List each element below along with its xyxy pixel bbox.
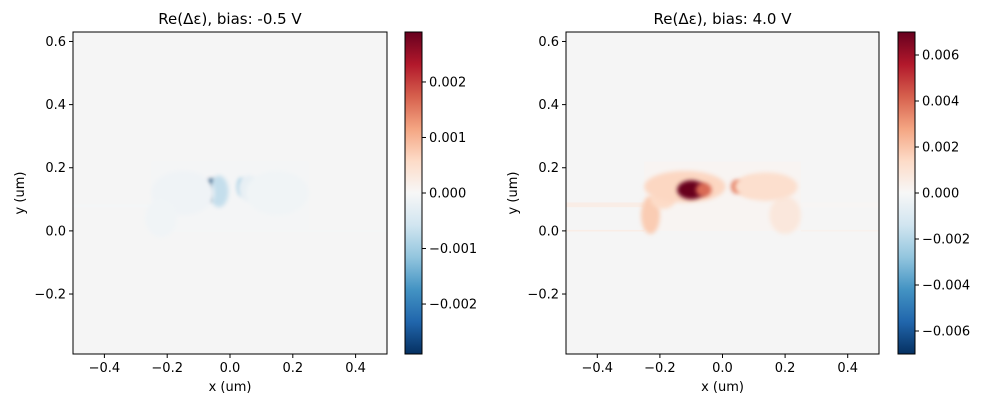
x-axis-label: x (um) (701, 380, 744, 395)
x-tick-label: 0.4 (837, 361, 858, 376)
heatmap-hotspot (245, 170, 309, 216)
colorbar-tick-label: −0.002 (922, 233, 970, 248)
heatmap-panel-1: −0.4 −0.2 0.0 0.2 0.4 −0.2 0.0 0.2 0.4 0.6 Re(Δε),… (13, 10, 477, 395)
heatmap-hotspot (769, 196, 801, 235)
x-tick-label: 0.4 (345, 361, 366, 376)
heatmap-region (73, 204, 152, 208)
x-tick-label: 0.2 (282, 361, 303, 376)
y-tick-label: 0.6 (45, 35, 66, 50)
y-axis-label: y (um) (13, 172, 28, 215)
colorbar-tick-label: 0.004 (922, 95, 959, 110)
colorbar-tick-label: −0.004 (922, 279, 970, 294)
colorbar: −0.006 −0.004 −0.002 0.000 0.002 0.004 0.006 (897, 31, 970, 355)
x-tick-label: 0.0 (220, 361, 241, 376)
y-tick-label: −0.2 (527, 288, 559, 303)
chart-title: Re(Δε), bias: 4.0 V (654, 10, 793, 28)
colorbar-tick-label: 0.000 (429, 187, 466, 202)
heatmap-region (566, 202, 645, 208)
colorbar-tick-label: −0.006 (922, 325, 970, 340)
y-tick-label: 0.2 (538, 161, 559, 176)
heatmap-panel-2: −0.4 −0.2 0.0 0.2 0.4 −0.2 0.0 0.2 0.4 0.6 Re(Δε),… (506, 10, 970, 395)
heatmap-hotspot (145, 199, 177, 238)
colorbar-gradient (404, 31, 423, 355)
x-tick-label: −0.2 (151, 361, 183, 376)
colorbar-tick-label: −0.002 (429, 298, 477, 313)
colorbar-gradient (897, 31, 916, 355)
x-tick-label: 0.0 (712, 361, 733, 376)
y-tick-label: 0.6 (538, 35, 559, 50)
y-axis-label: y (um) (506, 172, 521, 215)
x-tick-label: −0.4 (582, 361, 614, 376)
colorbar-tick-label: 0.000 (922, 187, 959, 202)
x-tick-label: 0.2 (775, 361, 796, 376)
heatmap-region (566, 229, 645, 232)
x-tick-label: −0.2 (644, 361, 676, 376)
colorbar: −0.002 −0.001 0.000 0.001 0.002 (404, 31, 477, 355)
colorbar-tick-label: 0.001 (429, 131, 466, 146)
y-tick-label: 0.4 (45, 98, 66, 113)
x-axis-label: x (um) (209, 380, 252, 395)
colorbar-tick-label: 0.006 (922, 49, 959, 64)
colorbar-tick-label: 0.002 (429, 75, 466, 90)
heatmap-hotspot (695, 182, 712, 197)
heatmap-region (151, 230, 387, 232)
colorbar-tick-label: −0.001 (429, 242, 477, 257)
heatmap-field (566, 161, 879, 235)
y-tick-label: −0.2 (34, 288, 66, 303)
chart-title: Re(Δε), bias: -0.5 V (158, 10, 302, 28)
x-tick-label: −0.4 (89, 361, 121, 376)
heatmap-hotspot (735, 177, 767, 197)
y-tick-label: 0.0 (45, 224, 66, 239)
colorbar-tick-label: 0.002 (922, 141, 959, 156)
y-tick-label: 0.2 (45, 161, 66, 176)
y-tick-label: 0.4 (538, 98, 559, 113)
heatmap-field (73, 161, 387, 238)
heatmap-region (800, 229, 879, 232)
heatmap-hotspot (209, 175, 229, 208)
y-tick-label: 0.0 (538, 224, 559, 239)
heatmap-region (800, 202, 879, 208)
